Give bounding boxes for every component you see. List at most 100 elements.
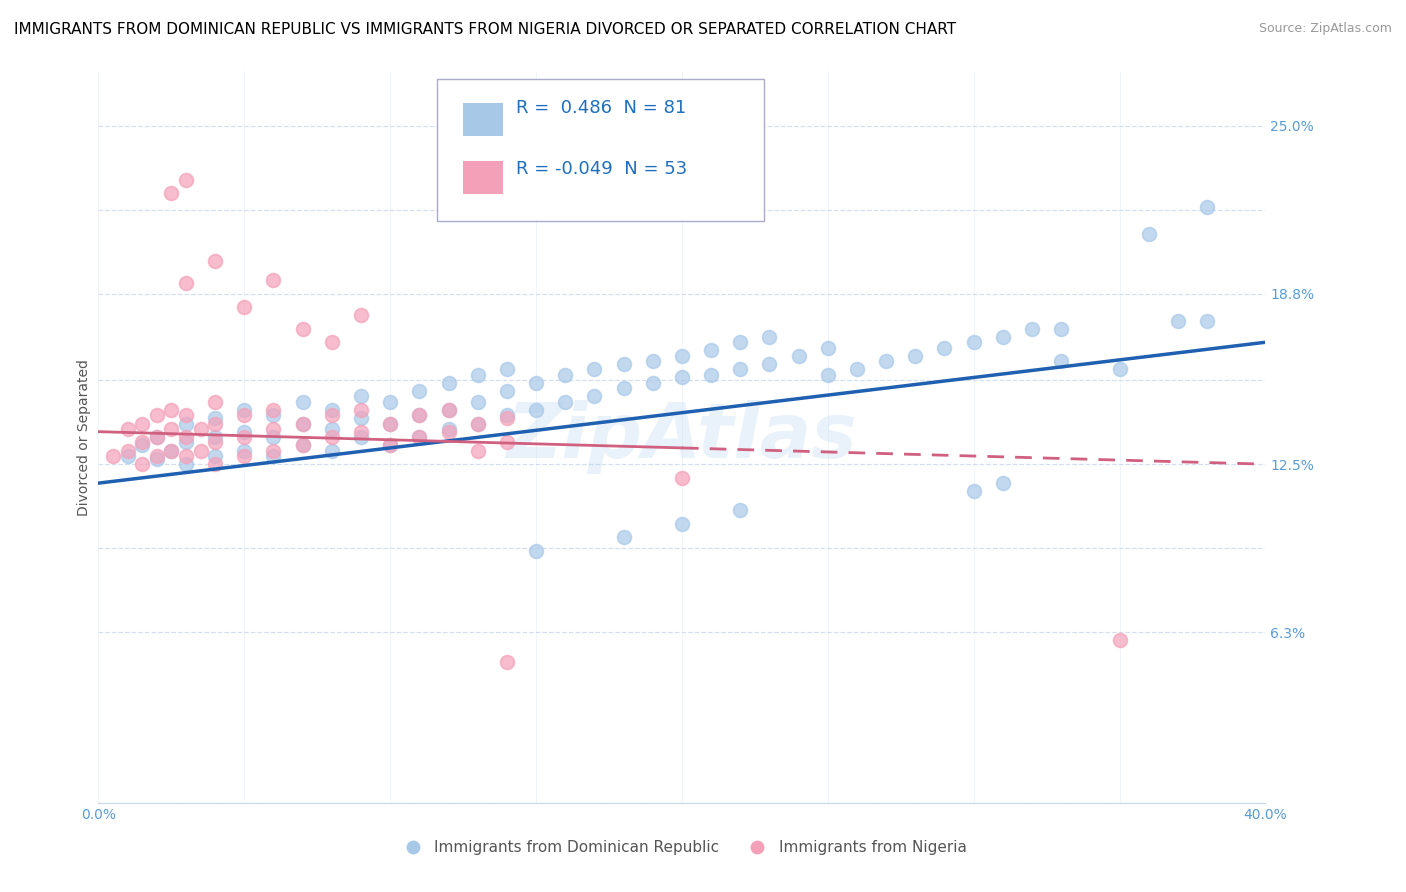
Point xyxy=(846,362,869,376)
Point xyxy=(160,422,183,436)
Point xyxy=(350,308,373,322)
Point xyxy=(233,300,256,314)
Point xyxy=(671,349,693,363)
Point xyxy=(437,376,460,390)
Point xyxy=(146,449,169,463)
Text: R =  0.486  N = 81: R = 0.486 N = 81 xyxy=(516,99,686,117)
Point xyxy=(671,370,693,384)
Point xyxy=(131,438,153,452)
Text: IMMIGRANTS FROM DOMINICAN REPUBLIC VS IMMIGRANTS FROM NIGERIA DIVORCED OR SEPARA: IMMIGRANTS FROM DOMINICAN REPUBLIC VS IM… xyxy=(14,22,956,37)
Point xyxy=(174,417,197,431)
Point xyxy=(160,443,183,458)
Point xyxy=(962,335,984,350)
Point xyxy=(496,655,519,669)
Point xyxy=(1195,200,1218,214)
Point xyxy=(991,476,1014,491)
Point xyxy=(700,343,723,358)
Point xyxy=(962,484,984,499)
Point xyxy=(262,422,284,436)
Point xyxy=(991,330,1014,344)
Text: R = -0.049  N = 53: R = -0.049 N = 53 xyxy=(516,160,688,178)
Point xyxy=(817,341,839,355)
Point xyxy=(233,425,256,439)
Point xyxy=(380,438,402,452)
Point xyxy=(101,449,124,463)
Point xyxy=(321,443,343,458)
Point xyxy=(321,403,343,417)
Point xyxy=(117,443,139,458)
Point xyxy=(131,457,153,471)
Point xyxy=(554,395,576,409)
Point xyxy=(787,349,810,363)
Point xyxy=(204,411,226,425)
Point xyxy=(204,430,226,444)
Point xyxy=(408,409,430,423)
Point xyxy=(350,389,373,403)
Point xyxy=(174,457,197,471)
Point xyxy=(131,435,153,450)
Point xyxy=(350,411,373,425)
Point xyxy=(321,335,343,350)
Point xyxy=(730,503,752,517)
Point xyxy=(291,438,314,452)
Point xyxy=(204,395,226,409)
Point xyxy=(671,516,693,531)
Point xyxy=(1050,354,1073,368)
Point xyxy=(612,357,634,371)
Point xyxy=(524,376,547,390)
FancyBboxPatch shape xyxy=(463,103,503,136)
Point xyxy=(437,403,460,417)
Point xyxy=(817,368,839,382)
Point xyxy=(467,417,489,431)
Point xyxy=(174,449,197,463)
Point xyxy=(1167,313,1189,327)
Point xyxy=(671,471,693,485)
Point xyxy=(437,403,460,417)
Point xyxy=(146,409,169,423)
Point xyxy=(612,530,634,544)
Point xyxy=(758,330,780,344)
Point xyxy=(233,403,256,417)
Point xyxy=(1108,633,1130,648)
Point xyxy=(467,368,489,382)
Point xyxy=(291,395,314,409)
Point xyxy=(1137,227,1160,241)
Point xyxy=(641,376,664,390)
Point xyxy=(160,186,183,201)
Point xyxy=(467,395,489,409)
Point xyxy=(467,417,489,431)
Point xyxy=(174,172,197,186)
Point xyxy=(408,384,430,398)
Point xyxy=(204,417,226,431)
Point xyxy=(408,409,430,423)
Point xyxy=(496,362,519,376)
Point xyxy=(321,422,343,436)
Point xyxy=(641,354,664,368)
Point xyxy=(467,443,489,458)
Point xyxy=(190,443,212,458)
FancyBboxPatch shape xyxy=(463,161,503,194)
Point xyxy=(1021,322,1043,336)
Point xyxy=(730,335,752,350)
Point xyxy=(350,403,373,417)
Legend: Immigrants from Dominican Republic, Immigrants from Nigeria: Immigrants from Dominican Republic, Immi… xyxy=(391,834,973,861)
Point xyxy=(380,417,402,431)
Point xyxy=(174,435,197,450)
Point xyxy=(408,430,430,444)
Point xyxy=(291,438,314,452)
Point xyxy=(1050,322,1073,336)
Point xyxy=(131,417,153,431)
Point xyxy=(1195,313,1218,327)
Point xyxy=(583,389,606,403)
Point xyxy=(1108,362,1130,376)
FancyBboxPatch shape xyxy=(437,78,763,221)
Y-axis label: Divorced or Separated: Divorced or Separated xyxy=(77,359,91,516)
Point xyxy=(291,417,314,431)
Point xyxy=(174,430,197,444)
Point xyxy=(380,417,402,431)
Point xyxy=(262,449,284,463)
Point xyxy=(190,422,212,436)
Text: Source: ZipAtlas.com: Source: ZipAtlas.com xyxy=(1258,22,1392,36)
Point xyxy=(262,273,284,287)
Point xyxy=(496,435,519,450)
